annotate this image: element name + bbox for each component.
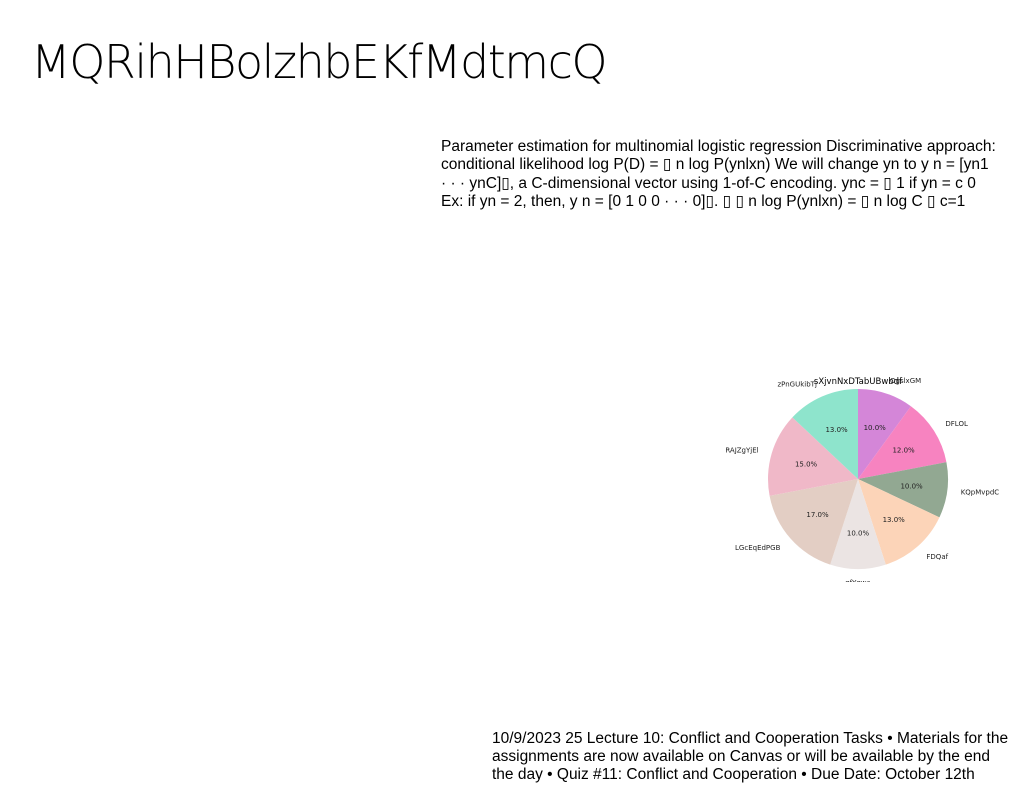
- slice-percent-label: 13.0%: [883, 516, 906, 524]
- footer-text: 10/9/2023 25 Lecture 10: Conflict and Co…: [492, 730, 1024, 784]
- slide-title: MQRihHBolzhbEKfMdtmcQ: [31, 35, 608, 89]
- footer-line: assignments are now available on Canvas …: [492, 748, 991, 765]
- slice-percent-label: 10.0%: [900, 482, 923, 490]
- footer-line: the day • Quiz #11: Conflict and Coopera…: [492, 766, 975, 783]
- chart-title: sXjvnNxDTabUBwbdf: [814, 377, 903, 387]
- pie-slice: [769, 479, 858, 565]
- slice-category-label: LGcEqEdPGB: [735, 544, 781, 552]
- slice-category-label: FDQaf: [926, 553, 948, 561]
- slice-category-label: KQpMvpdC: [961, 489, 1000, 497]
- slice-percent-label: 12.0%: [892, 447, 915, 455]
- slice-percent-label: 15.0%: [795, 460, 818, 468]
- pie-slice: [767, 417, 858, 496]
- pie-slice: [830, 479, 886, 570]
- body-line: Ex: if yn = 2, then, y n = [0 1 0 0 · · …: [441, 192, 966, 210]
- pie-slice: [858, 462, 949, 518]
- pie-chart: sXjvnNxDTabUBwbdf 10.0% OgslxGM 12.0% DFLOL…: [720, 372, 1000, 582]
- body-line: · · · ynC]▯, a C-dimensional vector usin…: [441, 174, 976, 192]
- slice-category-label: OgslxGM: [890, 377, 921, 385]
- body-text: Parameter estimation for multinomial log…: [441, 138, 1021, 211]
- slice-category-label: zPnGUkibTj: [777, 381, 816, 389]
- pie-chart-svg: sXjvnNxDTabUBwbdf 10.0% OgslxGM 12.0% DFLOL…: [725, 377, 1000, 582]
- slice-category-label: DFLOL: [945, 420, 968, 428]
- pie-slice: [858, 406, 947, 479]
- pie-slice: [858, 479, 940, 565]
- pie-slice: [792, 389, 858, 479]
- slice-category-label: RAJZgYjEl: [725, 447, 758, 455]
- pie-slice: [858, 389, 911, 479]
- body-line: conditional likelihood log P(D) = ▯ n lo…: [441, 156, 989, 174]
- footer-line: 10/9/2023 25 Lecture 10: Conflict and Co…: [492, 730, 1009, 747]
- body-line: Parameter estimation for multinomial log…: [441, 138, 996, 155]
- slice-percent-label: 13.0%: [825, 426, 848, 434]
- slice-percent-label: 17.0%: [806, 511, 829, 519]
- slice-category-label: gfYqwa: [845, 579, 871, 582]
- slice-percent-label: 10.0%: [864, 424, 887, 432]
- slice-percent-label: 10.0%: [847, 530, 870, 538]
